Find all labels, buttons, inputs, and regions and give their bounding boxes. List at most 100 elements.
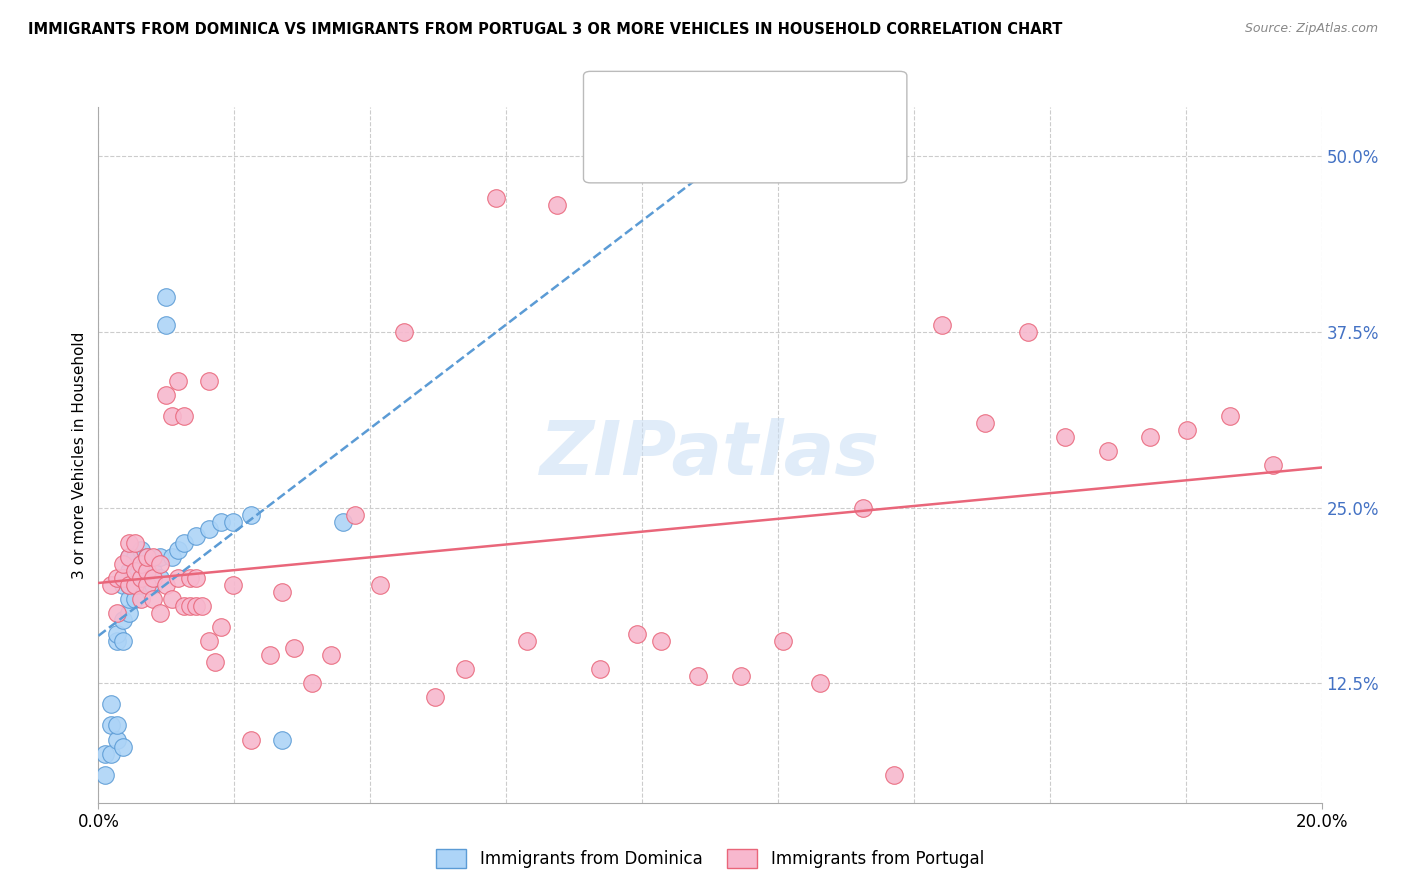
Text: Source: ZipAtlas.com: Source: ZipAtlas.com — [1244, 22, 1378, 36]
Point — [186, 599, 208, 613]
Point — [105, 606, 128, 620]
Point — [136, 549, 159, 564]
Point — [93, 747, 115, 761]
Text: 0.183: 0.183 — [675, 95, 733, 113]
Point — [136, 549, 159, 564]
Point — [209, 620, 232, 634]
Point — [772, 634, 794, 648]
Point — [118, 592, 141, 607]
Point — [129, 578, 152, 592]
Point — [852, 500, 875, 515]
Point — [240, 732, 263, 747]
Point — [100, 747, 122, 761]
Point — [270, 585, 292, 599]
Point — [186, 529, 208, 543]
Point — [204, 655, 226, 669]
Point — [129, 557, 152, 571]
Point — [626, 627, 648, 641]
Point — [100, 718, 122, 732]
Point — [105, 718, 128, 732]
Point — [100, 578, 122, 592]
Text: N =: N = — [737, 95, 789, 113]
Point — [319, 648, 342, 663]
Point — [105, 634, 128, 648]
Point — [173, 599, 195, 613]
Point — [344, 508, 367, 522]
Point — [1139, 430, 1161, 444]
Point — [730, 669, 752, 683]
Point — [118, 578, 141, 592]
Point — [142, 564, 165, 578]
Point — [105, 627, 128, 641]
Point — [392, 325, 416, 339]
Point — [160, 592, 183, 607]
Point — [167, 374, 190, 388]
Point — [197, 634, 219, 648]
Point — [546, 198, 568, 212]
Point — [167, 542, 190, 557]
Point — [191, 599, 214, 613]
Point — [686, 669, 709, 683]
Point — [111, 557, 134, 571]
Point — [118, 606, 141, 620]
Point — [1261, 458, 1284, 473]
Point — [118, 578, 141, 592]
Point — [650, 634, 672, 648]
Point — [124, 571, 146, 585]
Point — [423, 690, 446, 705]
Point — [142, 592, 165, 607]
Point — [136, 578, 159, 592]
Point — [197, 522, 219, 536]
Point — [283, 641, 305, 656]
Point — [301, 676, 323, 690]
Point — [111, 634, 134, 648]
Point — [136, 564, 159, 578]
Point — [118, 549, 141, 564]
Text: N =: N = — [737, 144, 789, 161]
Text: IMMIGRANTS FROM DOMINICA VS IMMIGRANTS FROM PORTUGAL 3 OR MORE VEHICLES IN HOUSE: IMMIGRANTS FROM DOMINICA VS IMMIGRANTS F… — [28, 22, 1063, 37]
Point — [118, 535, 141, 549]
Point — [136, 564, 159, 578]
Text: 72: 72 — [780, 144, 806, 161]
Point — [105, 732, 128, 747]
Point — [1097, 444, 1119, 458]
Point — [129, 542, 152, 557]
Point — [124, 578, 146, 592]
Point — [105, 571, 128, 585]
Point — [197, 374, 219, 388]
Point — [129, 571, 152, 585]
Text: R =: R = — [637, 144, 676, 161]
Point — [149, 571, 172, 585]
Point — [124, 592, 146, 607]
Point — [1053, 430, 1076, 444]
Point — [454, 662, 477, 676]
Point — [160, 549, 183, 564]
Point — [124, 564, 146, 578]
Point — [160, 409, 183, 424]
Point — [111, 578, 134, 592]
Point — [93, 767, 115, 781]
Text: 45: 45 — [780, 95, 806, 113]
Point — [124, 578, 146, 592]
Legend: Immigrants from Dominica, Immigrants from Portugal: Immigrants from Dominica, Immigrants fro… — [429, 842, 991, 874]
Point — [173, 535, 195, 549]
Point — [142, 549, 165, 564]
Point — [931, 318, 953, 332]
Point — [1175, 423, 1198, 437]
Point — [111, 613, 134, 627]
Point — [155, 578, 177, 592]
Point — [124, 564, 146, 578]
Point — [332, 515, 354, 529]
Text: R =: R = — [637, 95, 676, 113]
Point — [240, 508, 263, 522]
Point — [368, 578, 391, 592]
Point — [136, 578, 159, 592]
Point — [124, 549, 146, 564]
Point — [118, 564, 141, 578]
Point — [129, 592, 152, 607]
Point — [209, 515, 232, 529]
Text: 0.215: 0.215 — [675, 144, 731, 161]
Point — [259, 648, 281, 663]
Point — [270, 732, 292, 747]
Point — [808, 676, 831, 690]
